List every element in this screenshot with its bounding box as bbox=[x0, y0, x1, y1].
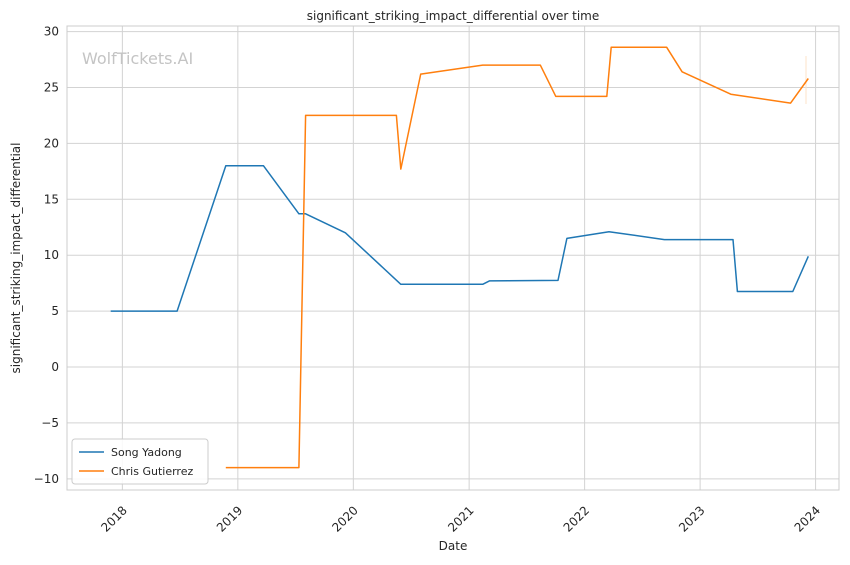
y-tick-label: 15 bbox=[44, 192, 59, 206]
y-tick-label: 0 bbox=[51, 360, 59, 374]
series-line-chris-gutierrez bbox=[225, 46, 809, 469]
y-tick-label: 20 bbox=[44, 136, 59, 150]
legend-label-song-yadong: Song Yadong bbox=[111, 446, 182, 459]
legend-label-chris-gutierrez: Chris Gutierrez bbox=[111, 465, 193, 478]
x-axis-label: Date bbox=[439, 539, 468, 553]
legend: Song Yadong Chris Gutierrez bbox=[71, 438, 209, 485]
plot-frame bbox=[66, 25, 840, 491]
y-tick-label: 30 bbox=[44, 25, 59, 39]
y-tick-label: −10 bbox=[34, 472, 59, 486]
y-tick-label: 25 bbox=[44, 80, 59, 94]
watermark: WolfTickets.AI bbox=[82, 49, 193, 68]
chart-title: significant_striking_impact_differential… bbox=[307, 9, 599, 23]
grid bbox=[67, 26, 839, 490]
series-line-song-yadong bbox=[110, 165, 809, 312]
series-lines bbox=[110, 46, 809, 469]
legend-box bbox=[71, 438, 209, 485]
y-tick-label: −5 bbox=[41, 416, 59, 430]
y-tick-label: 5 bbox=[51, 304, 59, 318]
y-axis-label: significant_striking_impact_differential bbox=[9, 143, 23, 374]
y-tick-label: 10 bbox=[44, 248, 59, 262]
